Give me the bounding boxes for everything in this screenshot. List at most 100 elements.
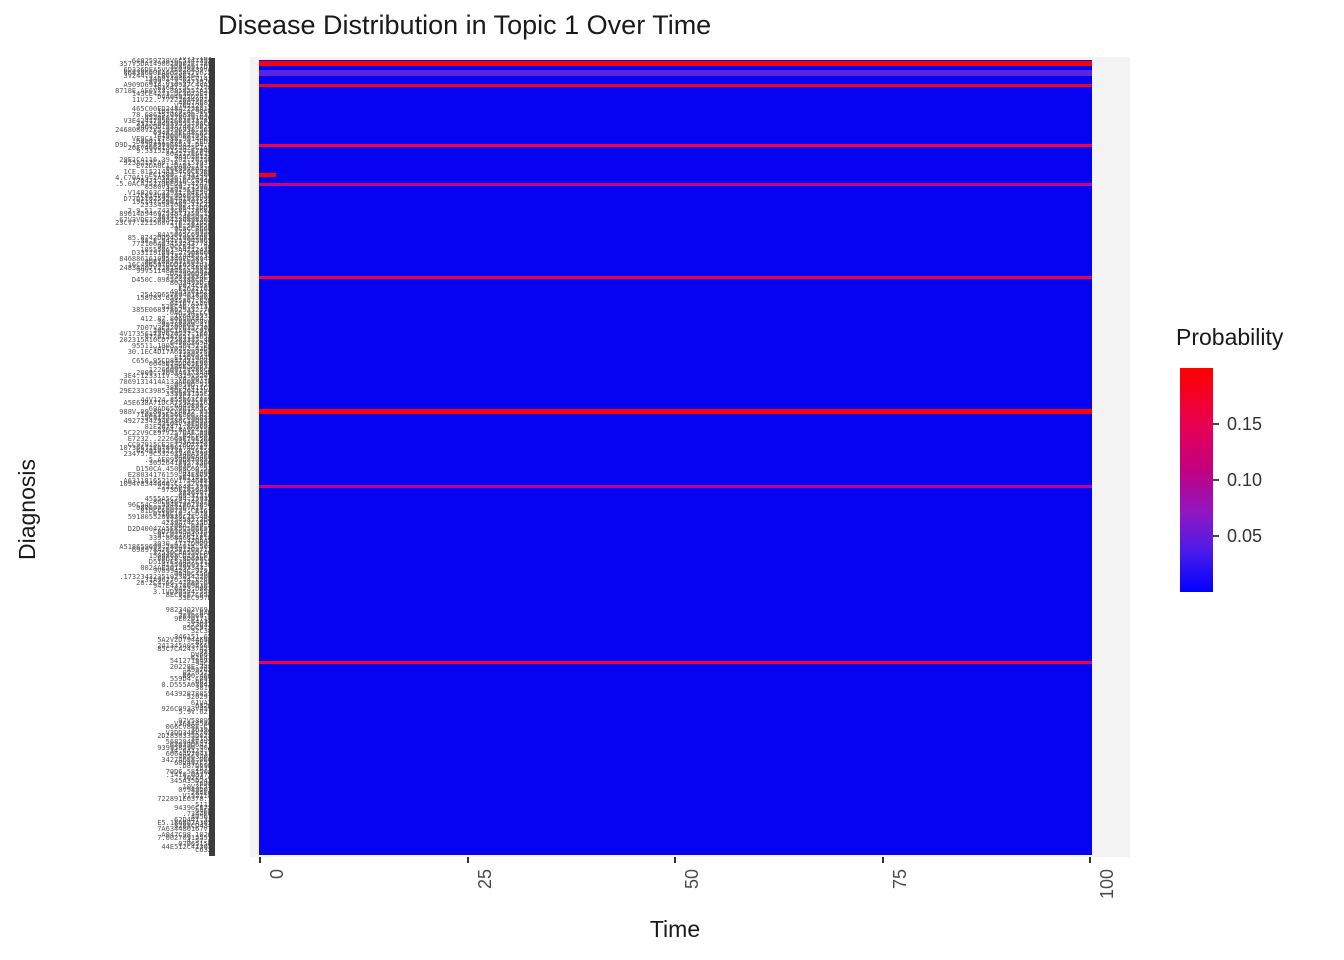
y-axis-tick-label: 9.02CVD89 bbox=[174, 432, 212, 440]
y-axis-tick-label: 69AD657061A63C4 bbox=[148, 405, 212, 413]
x-axis-tick-label: 75 bbox=[889, 869, 910, 890]
y-axis-tick-label: A909D691A.V30937C4VA2 bbox=[123, 81, 212, 89]
y-axis-tick-label: A518659699.280491A.50. bbox=[119, 543, 212, 551]
x-axis-tick-mark bbox=[1089, 857, 1091, 863]
y-axis-tick-label: 16C496597DDD16582V34 bbox=[127, 261, 212, 269]
y-axis-tick-label: 44E512C41305 bbox=[161, 843, 212, 851]
y-axis-tick-label: D516VE53457C313 bbox=[148, 558, 212, 566]
y-axis-tick-label: DV66. bbox=[190, 651, 212, 659]
y-axis-tick-label: 01.0575 bbox=[182, 669, 212, 677]
heatmap-high-probability-row bbox=[259, 173, 276, 178]
y-axis-tick-label: 7V.476AA5 bbox=[174, 537, 212, 545]
y-axis-tick-label: EV2DA8C1.DA93.10.2 bbox=[136, 162, 212, 170]
y-axis-tick-label: 5.9V.62. bbox=[178, 708, 212, 716]
y-axis-tick-label: 538AE1A0637 bbox=[165, 363, 212, 371]
y-axis-tick-label: 988V.09.88.7CVA032.851 bbox=[119, 408, 212, 416]
y-axis-tick-label: 85DC973 bbox=[182, 624, 212, 632]
y-axis-tick-label: 4239A74C35D7 bbox=[161, 519, 212, 527]
y-axis-tick-label: 4.9C.6AD bbox=[178, 609, 212, 617]
y-axis-tick-label: 066CV88E.C. bbox=[165, 723, 212, 731]
y-axis-tick-label: 30.57899D68VC bbox=[157, 318, 212, 326]
y-axis-tick-label: 07065156 bbox=[178, 840, 212, 848]
x-axis-tick-label: 50 bbox=[682, 869, 702, 890]
heatmap-panel bbox=[259, 60, 1092, 855]
y-axis-tick-label: 97V5889V bbox=[178, 717, 212, 725]
y-axis-tick-label: 158V83.6567.043003 bbox=[136, 294, 212, 302]
y-axis-tick-label: 339.8684661AE18 bbox=[148, 534, 212, 542]
y-axis-tick-label: V152118 bbox=[182, 792, 212, 800]
x-axis-tick-label: 100 bbox=[1097, 869, 1117, 900]
y-axis-tick-label: 40563A01 bbox=[178, 753, 212, 761]
y-axis-tick-label: 412.87.806V0A44.1 bbox=[140, 315, 212, 323]
y-axis-tick-label: 6776128765134658 bbox=[144, 333, 212, 341]
y-axis-tick-label: 465C00ED24842258A14 bbox=[131, 105, 212, 113]
y-axis-tick-label: 3V244.5.C86V58E264.C5 bbox=[123, 72, 212, 80]
y-axis-tick-label: 3.1VD305V4.558 bbox=[152, 588, 212, 596]
y-axis-tick-label: 2468080V2V5.9796938.561 bbox=[115, 126, 212, 134]
y-axis-tick-label: 8DE1097831E033.7 bbox=[144, 258, 212, 266]
y-axis-tick-label: 0.D555A03041 bbox=[161, 681, 212, 689]
y-axis-tick-label: 845D26128 bbox=[174, 153, 212, 161]
y-axis-tick-label: 20EV466413075A25C1A8 bbox=[127, 144, 212, 152]
y-axis-tick-label: 2D2830335D025 bbox=[157, 732, 212, 740]
y-axis-tick-label: .708A.649.8 bbox=[165, 522, 212, 530]
y-axis-tick-label: 3030.4771D0093 bbox=[152, 540, 212, 548]
y-axis-tick-label: 1V0498933 bbox=[174, 312, 212, 320]
y-axis-tick-label: 7698 bbox=[195, 780, 212, 788]
y-axis-tick-label: .73C7.77.5 bbox=[169, 393, 212, 401]
y-axis-tick-label: 32C38 bbox=[190, 627, 212, 635]
y-axis-tick-label: V3DD348V707 bbox=[165, 729, 212, 737]
y-axis-tick-label: 3639A bbox=[190, 726, 212, 734]
y-axis-tick-label: 60678.8D608CA bbox=[157, 555, 212, 563]
y-axis-tick-label: 64V.946E bbox=[178, 468, 212, 476]
y-axis-tick-label: 86C6464324637C bbox=[152, 498, 212, 506]
y-axis-tick-label: 2A73 bbox=[195, 765, 212, 773]
y-axis-tick-label: .V148263C33931.04E5V1 bbox=[123, 189, 212, 197]
y-axis-tick-label: .933 bbox=[195, 648, 212, 656]
x-axis-tick-label: 25 bbox=[474, 869, 495, 890]
y-axis-tick-label: .080600706356VA19.3 bbox=[131, 504, 212, 512]
y-axis-tick-label bbox=[46, 852, 212, 855]
y-axis-tick-label: 53EC997D bbox=[178, 594, 212, 602]
y-axis-tick-label: 70D6.58150A bbox=[165, 768, 212, 776]
y-axis-tick-label: 94C. bbox=[195, 660, 212, 668]
y-axis-tick-label: 7869131414A133A6088476 bbox=[119, 378, 212, 386]
y-axis-tick-label: 821874485733 bbox=[161, 252, 212, 260]
y-axis-tick-label: 388.41411C7 bbox=[165, 384, 212, 392]
y-axis-tick-label: 2542D65V894018501 bbox=[140, 291, 212, 299]
x-axis-tick-mark bbox=[674, 857, 676, 863]
y-axis-tick-label: 1D7479.AC98C6 bbox=[157, 108, 212, 116]
x-axis-tick-mark bbox=[881, 857, 884, 863]
y-axis-tick-label: 94396CE73 bbox=[174, 804, 212, 812]
y-axis-tick-label: 698978A7E7581269712 bbox=[131, 546, 212, 554]
y-axis-tick-label: 0040024DD65E907 bbox=[148, 360, 212, 368]
y-axis-tick-label: 925A217CAV.18.2153937 bbox=[123, 159, 212, 167]
y-axis-tick-label: 7108V39E56E866.A25 bbox=[136, 411, 212, 419]
y-axis-tick-label: 34152 bbox=[190, 735, 212, 743]
y-axis-tick-label: A047C98.1020 bbox=[161, 831, 212, 839]
y-axis-tick-label: 303069.0 bbox=[178, 612, 212, 620]
y-axis-tick-label: D450C.0985C4388C0E3 bbox=[131, 276, 212, 284]
y-axis-tick-label: 64167A5AV4 bbox=[169, 300, 212, 308]
y-axis-tick-label: V3E424179502683E73782 bbox=[123, 117, 212, 125]
y-axis-tick-label: 5412719493 bbox=[169, 657, 212, 665]
y-axis-tick-label: 346151.65 bbox=[174, 633, 212, 641]
y-axis-tick-label: .5.0ACA752790ED39.42479 bbox=[115, 180, 212, 188]
y-axis-tick-label: 85.8742DD545198A4D83 bbox=[127, 234, 212, 242]
x-axis-title: Time bbox=[649, 916, 701, 942]
y-axis-tick-label: 29E1CA116.39.702.7675E bbox=[119, 156, 212, 164]
y-axis-tick-label: 23CV7.221560V17E2281D28 bbox=[115, 219, 212, 227]
y-axis-tick-label: 141900608109C3 bbox=[152, 132, 212, 140]
y-axis-tick-label: 5918055209836C1E.494 bbox=[127, 513, 212, 521]
y-axis-tick-label: 0040C4566 bbox=[174, 570, 212, 578]
y-axis-tick-label: .5C9145573.696833 bbox=[140, 414, 212, 422]
y-axis-tick-label: 939958590.40A bbox=[157, 744, 212, 752]
y-axis-tick-label: 143CE4273.DC3D72E7. bbox=[131, 90, 212, 98]
y-axis-tick-label: E15D10A45 bbox=[174, 354, 212, 362]
y-axis-tick-label: 9E1141C6 bbox=[178, 474, 212, 482]
y-axis-tick-label: 85C7CA243742. bbox=[157, 645, 212, 653]
y-axis-tick-label: 24834A07V2281AE7C48V81 bbox=[119, 264, 212, 272]
y-axis-tick-label: 8V70 bbox=[195, 639, 212, 647]
y-axis-tick-label: 273632 bbox=[186, 621, 212, 629]
